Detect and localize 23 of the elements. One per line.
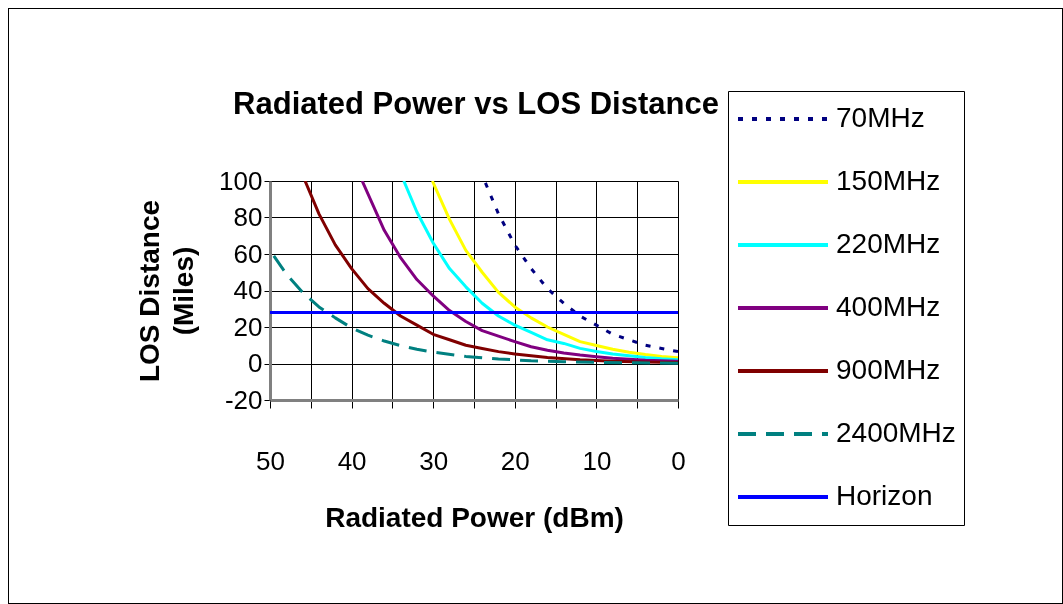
y-tick-label: 80	[233, 202, 263, 232]
x-tick-label: 0	[671, 445, 686, 476]
legend-label: 2400MHz	[836, 417, 956, 448]
legend-label: 150MHz	[836, 165, 941, 196]
x-tick-label: 50	[256, 445, 285, 476]
chart-title: Radiated Power vs LOS Distance	[233, 85, 719, 121]
x-tick-label: 40	[337, 445, 367, 476]
legend-label: 70MHz	[836, 102, 925, 133]
legend-label: 400MHz	[836, 291, 941, 322]
x-tick-label: 30	[419, 445, 449, 476]
x-tick-label: 10	[582, 445, 612, 476]
legend-label: Horizon	[836, 480, 933, 511]
y-tick-label: 60	[233, 238, 263, 269]
y-tick-label: -20	[224, 384, 263, 415]
legend-label: 220MHz	[836, 228, 941, 259]
y-tick-label: 100	[219, 165, 263, 196]
y-tick-label: 0	[248, 348, 263, 378]
y-tick-label: 40	[233, 275, 263, 305]
legend-label: 900MHz	[836, 354, 941, 385]
y-tick-label: 20	[233, 311, 263, 342]
x-tick-label: 20	[500, 445, 530, 476]
x-axis-title: Radiated Power (dBm)	[325, 501, 624, 533]
y-axis-title: LOS Distance (Miles)	[134, 199, 200, 383]
